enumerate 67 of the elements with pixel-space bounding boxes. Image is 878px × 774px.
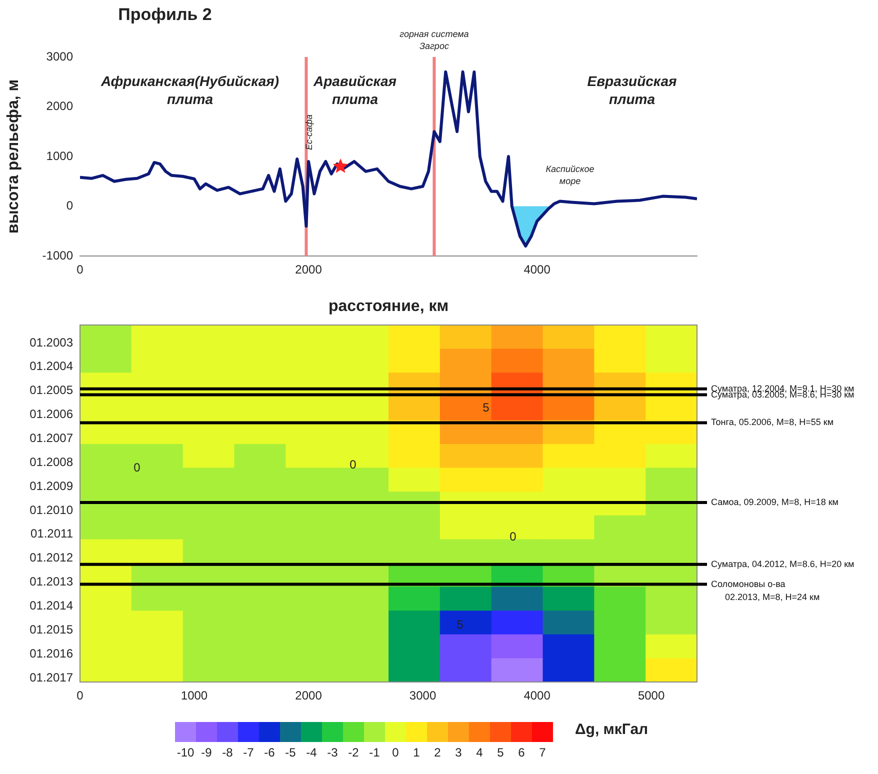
y-tick-label: 0 [66, 198, 74, 213]
y-tick-label: 01.2005 [30, 383, 74, 398]
color-bar-label: 7 [539, 745, 546, 760]
y-tick-label: 2000 [46, 99, 74, 114]
x-tick-label: 5000 [638, 688, 665, 703]
y-tick-label: 01.2012 [30, 550, 74, 565]
color-bar-label: -2 [348, 745, 360, 760]
x-tick-label: 2000 [295, 262, 322, 277]
y-tick-label: 01.2007 [30, 430, 74, 445]
x-tick-label: 3000 [409, 688, 436, 703]
y-tick-label: -1000 [42, 248, 74, 262]
color-bar-label: -8 [222, 745, 234, 760]
x-tick-label: 4000 [524, 262, 551, 277]
y-tick-label: 01.2009 [30, 478, 74, 493]
color-bar-label: -7 [243, 745, 254, 760]
annotation: 5 [456, 617, 464, 632]
ref-line-label: Суматра, 04.2012, M=8.6, H=20 км [711, 558, 854, 569]
color-bar-label: 5 [497, 745, 504, 760]
x-tick-label: 2000 [295, 688, 322, 703]
color-bar-label: 2 [434, 745, 442, 760]
color-bar-label: 1 [413, 745, 420, 760]
chart-title: Профиль 2 [118, 5, 212, 24]
color-bar-label: -4 [306, 745, 318, 760]
x-tick-label: 0 [76, 262, 84, 277]
annotation: Евразийская плита [587, 73, 677, 107]
y-tick-label: 01.2004 [30, 359, 74, 374]
ref-line-label: горная система Загрос [400, 29, 469, 51]
color-bar-label: -3 [327, 745, 338, 760]
annotation: Аравийская плита [312, 73, 397, 107]
y-tick-label: 01.2006 [30, 407, 74, 422]
annotation: 0 [510, 529, 517, 544]
color-bar-label: 3 [455, 745, 462, 760]
y-tick-label: 01.2014 [30, 598, 74, 613]
annotation: 5 [482, 400, 490, 414]
color-bar-label: 4 [476, 745, 484, 760]
annotation: 0 [350, 457, 357, 472]
x-tick-label: 4000 [524, 688, 551, 703]
ref-line-label: Тонга, 05.2006, M=8, H=55 км [711, 417, 834, 428]
color-bar-label: -9 [201, 745, 212, 760]
y-tick-label: 01.2008 [30, 454, 74, 469]
x-axis-title: расстояние, км [328, 298, 449, 315]
y-tick-label: 3000 [46, 49, 74, 64]
ref-line-label: Соломоновы о-ва 02.2013, M=8, H=24 км [711, 578, 820, 602]
annotation: 0 [134, 460, 141, 474]
annotation: Ес-сафа [304, 114, 314, 150]
y-tick-label: 01.2011 [30, 526, 74, 541]
color-bar-label: 6 [518, 745, 526, 760]
color-bar-title: Δg, мкГал [575, 721, 648, 738]
y-tick-label: 01.2017 [30, 670, 74, 684]
x-tick-label: 0 [76, 688, 84, 703]
color-bar-label: -10 [176, 745, 194, 760]
color-bar-label: 0 [392, 745, 400, 760]
y-tick-label: 01.2003 [30, 335, 74, 350]
ref-line-label: Суматра, 12.2004, M=9.1, H=30 км [711, 383, 854, 394]
x-tick-label: 1000 [180, 688, 208, 703]
color-bar-label: -6 [264, 745, 276, 760]
y-axis-title: высота рельефа, м [5, 79, 22, 234]
y-tick-label: 01.2010 [30, 502, 74, 517]
color-bar-label: -1 [369, 745, 380, 760]
y-tick-label: 01.2013 [30, 574, 74, 589]
annotation: Африканская(Нубийская) плита [100, 73, 280, 107]
color-bar-label: -5 [285, 745, 296, 760]
y-tick-label: 01.2015 [30, 622, 74, 636]
ref-line-label: Самоа, 09.2009, M=8, H=18 км [711, 496, 838, 507]
annotation: Каспийское море [546, 164, 594, 186]
y-tick-label: 01.2016 [30, 646, 74, 660]
y-tick-label: 1000 [46, 148, 74, 163]
